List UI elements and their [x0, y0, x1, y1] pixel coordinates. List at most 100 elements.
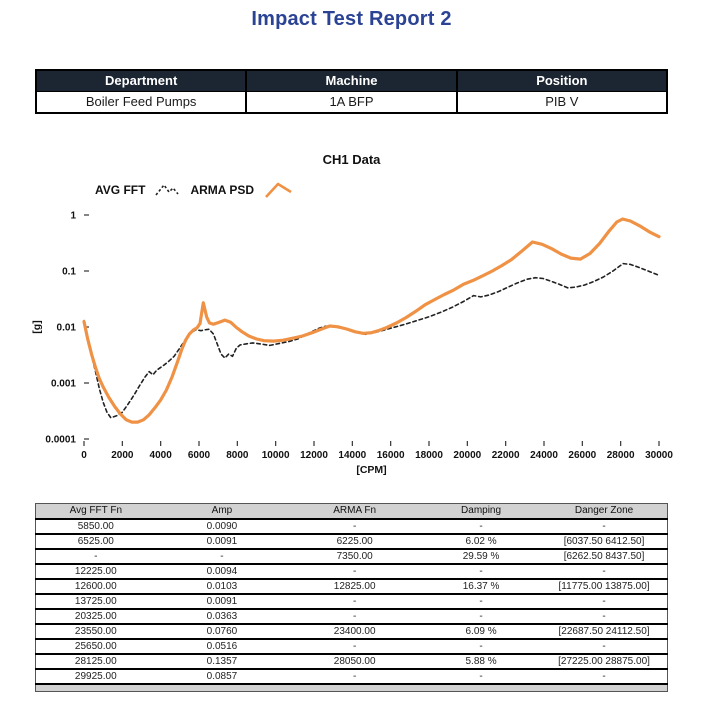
column-header: Avg FFT Fn — [35, 503, 156, 520]
table-cell: 0.0760 — [155, 624, 289, 640]
column-header: Damping — [421, 503, 542, 520]
table-row: 6525.00 0.0091 6225.00 6.02 % [6037.50 6412.… — [35, 534, 668, 550]
machine-info-table: Department Machine Position Boiler Feed Pu… — [35, 69, 668, 114]
table-row: 29925.00 0.0857- - - — [35, 669, 668, 685]
y-axis-label: [g] — [31, 320, 43, 333]
table-cell: 5.88 % — [421, 654, 542, 670]
x-tick-label: 18000 — [415, 450, 443, 461]
table-cell: 0.0857 — [155, 669, 289, 685]
table-cell: - — [421, 564, 542, 580]
table-cell: - — [288, 564, 422, 580]
table-cell: 0.1357 — [155, 654, 289, 670]
table-row: 5850.00 0.0090- - - — [35, 519, 668, 535]
table-cell: PIB V — [455, 91, 667, 113]
table-cell: - — [421, 519, 542, 535]
table-row: 28125.00 0.1357 28050.00 5.88 % [27225.00 28… — [35, 654, 668, 670]
table-row: 23550.00 0.0760 23400.00 6.09 % [22687.50 24… — [35, 624, 668, 640]
peak-results-table: Avg FFT Fn Amp ARMA Fn Damping Danger Zone 5… — [35, 503, 668, 685]
x-tick-label: 30000 — [645, 450, 673, 461]
x-tick-label: 12000 — [300, 450, 328, 461]
legend-label-arma-psd: ARMA PSD — [190, 183, 254, 197]
table-cell: [22687.50 24112.50] — [541, 624, 668, 640]
table-cell: [11775.00 13875.00] — [541, 579, 668, 595]
x-tick-label: 24000 — [530, 450, 558, 461]
table-cell: 5850.00 — [35, 519, 156, 535]
avg-fft-line — [83, 262, 660, 419]
table-cell: - — [421, 639, 542, 655]
table-cell: 0.0091 — [155, 534, 289, 550]
x-tick-label: 14000 — [338, 450, 366, 461]
x-tick-label: 6000 — [188, 450, 211, 461]
table-cell: - — [421, 594, 542, 610]
table-cell: 28125.00 — [35, 654, 156, 670]
table-row: Boiler Feed Pumps 1A BFP PIB V — [36, 91, 667, 113]
x-tick-label: 16000 — [377, 450, 405, 461]
dashed-line-icon — [155, 183, 180, 196]
x-tick-label: 0 — [81, 450, 87, 461]
column-header: Amp — [155, 503, 289, 520]
x-tick-label: 28000 — [607, 450, 635, 461]
table-cell: 0.0363 — [155, 609, 289, 625]
results-header-row: Avg FFT Fn Amp ARMA Fn Damping Danger Zone — [35, 503, 668, 520]
y-tick-label: 0.01 — [57, 323, 77, 334]
column-header: Danger Zone — [541, 503, 668, 520]
table-cell: 13725.00 — [35, 594, 156, 610]
table-cell: - — [541, 609, 668, 625]
table-cell: 12225.00 — [35, 564, 156, 580]
table-cell: 20325.00 — [35, 609, 156, 625]
table-cell: 23400.00 — [288, 624, 422, 640]
table-cell: - — [288, 594, 422, 610]
table-cell: - — [421, 669, 542, 685]
orange-line-icon — [265, 182, 292, 198]
table-cell: 29.59 % — [421, 549, 542, 565]
column-header: ARMA Fn — [288, 503, 422, 520]
table-cell: - — [288, 639, 422, 655]
table-cell: 0.0094 — [155, 564, 289, 580]
x-axis-label: [CPM] — [356, 464, 386, 476]
table-cell: - — [541, 594, 668, 610]
table-cell: 12600.00 — [35, 579, 156, 595]
x-tick-label: 4000 — [150, 450, 173, 461]
table-cell: 0.0091 — [155, 594, 289, 610]
table-cell: - — [541, 564, 668, 580]
x-tick-label: 22000 — [492, 450, 520, 461]
table-cell: 6.09 % — [421, 624, 542, 640]
table-row: 13725.00 0.0091- - - — [35, 594, 668, 610]
y-tick-label: 0.1 — [62, 267, 76, 278]
x-tick-label: 2000 — [111, 450, 134, 461]
table-row: 20325.00 0.0363- - - — [35, 609, 668, 625]
chart-legend: AVG FFT ARMA PSD — [95, 181, 668, 199]
table-cell: 1A BFP — [245, 91, 457, 113]
table-cell: 0.0103 — [155, 579, 289, 595]
x-tick-label: 8000 — [226, 450, 249, 461]
table-cell: 29925.00 — [35, 669, 156, 685]
results-table-footer — [35, 685, 668, 692]
table-cell: - — [288, 609, 422, 625]
table-cell: - — [541, 639, 668, 655]
table-row: 12600.00 0.0103 12825.00 16.37 % [11775.00 1… — [35, 579, 668, 595]
table-cell: - — [421, 609, 542, 625]
table-cell: 6525.00 — [35, 534, 156, 550]
page-title: Impact Test Report 2 — [251, 8, 452, 30]
arma-psd-line — [82, 217, 661, 424]
chart-title: CH1 Data — [322, 152, 381, 167]
table-cell: [6037.50 6412.50] — [541, 534, 668, 550]
table-cell: - — [288, 519, 422, 535]
table-cell: 28050.00 — [288, 654, 422, 670]
results-section: Avg FFT Fn Amp ARMA Fn Damping Danger Zone 5… — [35, 503, 668, 692]
table-cell: - — [155, 549, 289, 565]
table-row: 25650.00 0.0516- - - — [35, 639, 668, 655]
table-cell: 16.37 % — [421, 579, 542, 595]
table-row: 12225.00 0.0094- - - — [35, 564, 668, 580]
table-cell: - — [288, 669, 422, 685]
y-tick-label: 0.0001 — [45, 435, 76, 446]
x-tick-label: 10000 — [262, 450, 290, 461]
legend-label-avg-fft: AVG FFT — [95, 183, 146, 197]
table-cell: 7350.00 — [288, 549, 422, 565]
table-cell: - — [541, 669, 668, 685]
table-cell: 0.0090 — [155, 519, 289, 535]
x-tick-label: 26000 — [568, 450, 596, 461]
table-row: - -7350.00 29.59 % [6262.50 8437.50] — [35, 549, 668, 565]
column-header: Department — [36, 70, 247, 92]
y-tick-label: 1 — [70, 211, 76, 222]
